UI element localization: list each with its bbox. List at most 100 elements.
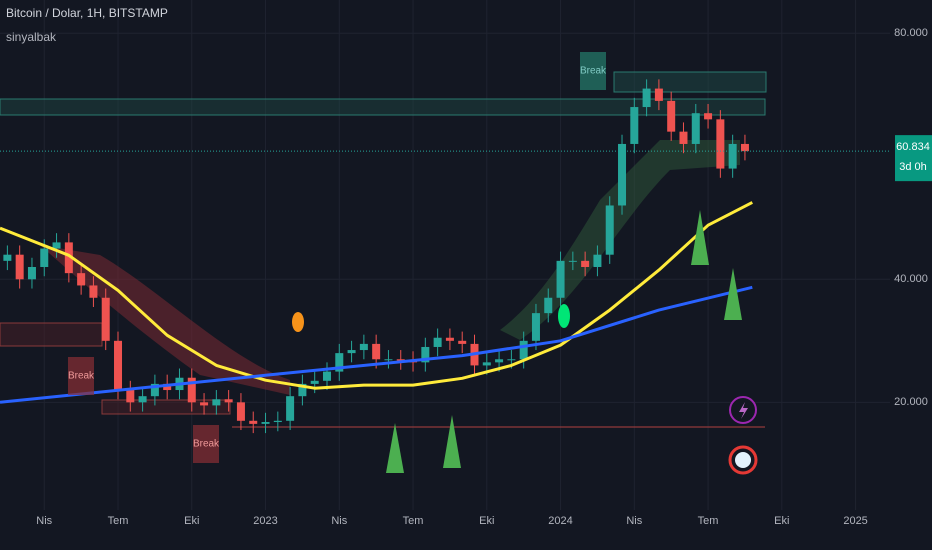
annotation: Break — [193, 439, 220, 450]
candle-body — [64, 242, 73, 274]
support-zone — [101, 399, 231, 415]
candle-body — [630, 107, 639, 144]
candle-body — [691, 113, 700, 144]
candle-body — [261, 422, 270, 424]
plot — [0, 79, 890, 434]
candle-body — [3, 254, 12, 261]
buy-arrow — [724, 268, 742, 320]
candle-body — [298, 383, 307, 397]
x-tick-label: Nis — [36, 515, 52, 527]
candle-body — [593, 254, 602, 267]
resistance-zone — [0, 98, 766, 116]
annotation: Break — [580, 66, 607, 77]
candle-body — [126, 390, 135, 403]
candle-body — [372, 343, 381, 360]
candle-body — [667, 100, 676, 132]
candle-body — [322, 371, 331, 381]
candle-body — [605, 205, 614, 255]
candle-body — [359, 343, 368, 351]
bear-ribbon — [40, 245, 290, 395]
candle-body — [544, 297, 553, 314]
candle-body — [101, 297, 110, 341]
signal-dot — [292, 312, 304, 332]
candle-body — [421, 346, 430, 363]
chart-title: Bitcoin / Dolar, 1H, BITSTAMP — [6, 6, 168, 20]
x-tick-label: Eki — [184, 515, 199, 527]
candle-body — [335, 353, 344, 372]
candle-body — [704, 113, 713, 120]
x-tick-label: Tem — [403, 515, 424, 527]
candle-body — [15, 254, 24, 280]
price-label-box — [895, 135, 932, 182]
candle-body — [52, 242, 61, 249]
candle-body — [716, 119, 725, 169]
break-box — [580, 52, 606, 90]
moving-average — [0, 285, 753, 404]
candle-body — [212, 399, 221, 406]
candle-body — [347, 350, 356, 354]
x-tick-label: 2025 — [843, 515, 867, 527]
price-label: 60.834 — [896, 141, 930, 153]
candle-body — [740, 143, 749, 152]
candle-body — [40, 248, 49, 267]
candle-body — [187, 377, 196, 403]
annotation: Break — [68, 371, 95, 382]
candle-body — [679, 131, 688, 144]
candle-body — [581, 260, 590, 267]
event-icon — [735, 452, 751, 468]
x-tick-label: Nis — [626, 515, 642, 527]
candle-body — [519, 340, 528, 360]
candle-body — [433, 337, 442, 347]
x-tick-label: Tem — [698, 515, 719, 527]
x-tick-label: 2024 — [548, 515, 572, 527]
buy-arrow — [386, 423, 404, 473]
candle-body — [224, 399, 233, 403]
candle-body — [89, 285, 98, 298]
countdown: 3d 0h — [899, 161, 927, 173]
candle-body — [642, 88, 651, 108]
x-tick-label: Nis — [331, 515, 347, 527]
break-box — [68, 357, 94, 395]
break-box — [193, 425, 219, 463]
candle-body — [396, 359, 405, 361]
x-tick-label: 2023 — [253, 515, 277, 527]
indicator-name: sinyalbak — [6, 30, 57, 44]
candle-body — [618, 143, 627, 206]
candle-body — [77, 273, 86, 286]
y-tick-label: 80.000 — [894, 27, 928, 39]
candle-body — [482, 362, 491, 366]
candle-body — [163, 383, 172, 391]
candle-body — [150, 383, 159, 397]
candle-body — [728, 143, 737, 169]
candle-body — [384, 359, 393, 361]
candle-body — [556, 260, 565, 298]
candle-body — [568, 260, 577, 262]
candle-body — [114, 340, 123, 391]
break-zone — [613, 71, 767, 93]
support-zone — [0, 322, 103, 347]
candle-body — [458, 340, 467, 344]
candle-body — [200, 402, 209, 406]
candle-body — [236, 402, 245, 421]
candle-body — [138, 396, 147, 403]
moving-average — [0, 201, 753, 390]
buy-arrow — [443, 415, 461, 468]
candle-body — [495, 359, 504, 363]
y-tick-label: 20.000 — [894, 396, 928, 408]
event-icon — [739, 402, 748, 419]
candle-body — [249, 420, 258, 424]
candle-body — [654, 88, 663, 101]
candle-body — [286, 396, 295, 421]
candle-body — [507, 359, 516, 361]
x-tick-label: Tem — [108, 515, 129, 527]
x-tick-label: Eki — [479, 515, 494, 527]
buy-arrow — [691, 210, 709, 265]
candle-body — [310, 380, 319, 384]
axis: 20.000 40.000 80.000 Nis Tem Eki 2023 Nis Tem Eki… — [36, 27, 932, 527]
y-tick-label: 40.000 — [894, 273, 928, 285]
candle-body — [531, 313, 540, 341]
candle-body — [273, 420, 282, 423]
candle-body — [27, 266, 36, 280]
signal-dot — [558, 304, 570, 328]
